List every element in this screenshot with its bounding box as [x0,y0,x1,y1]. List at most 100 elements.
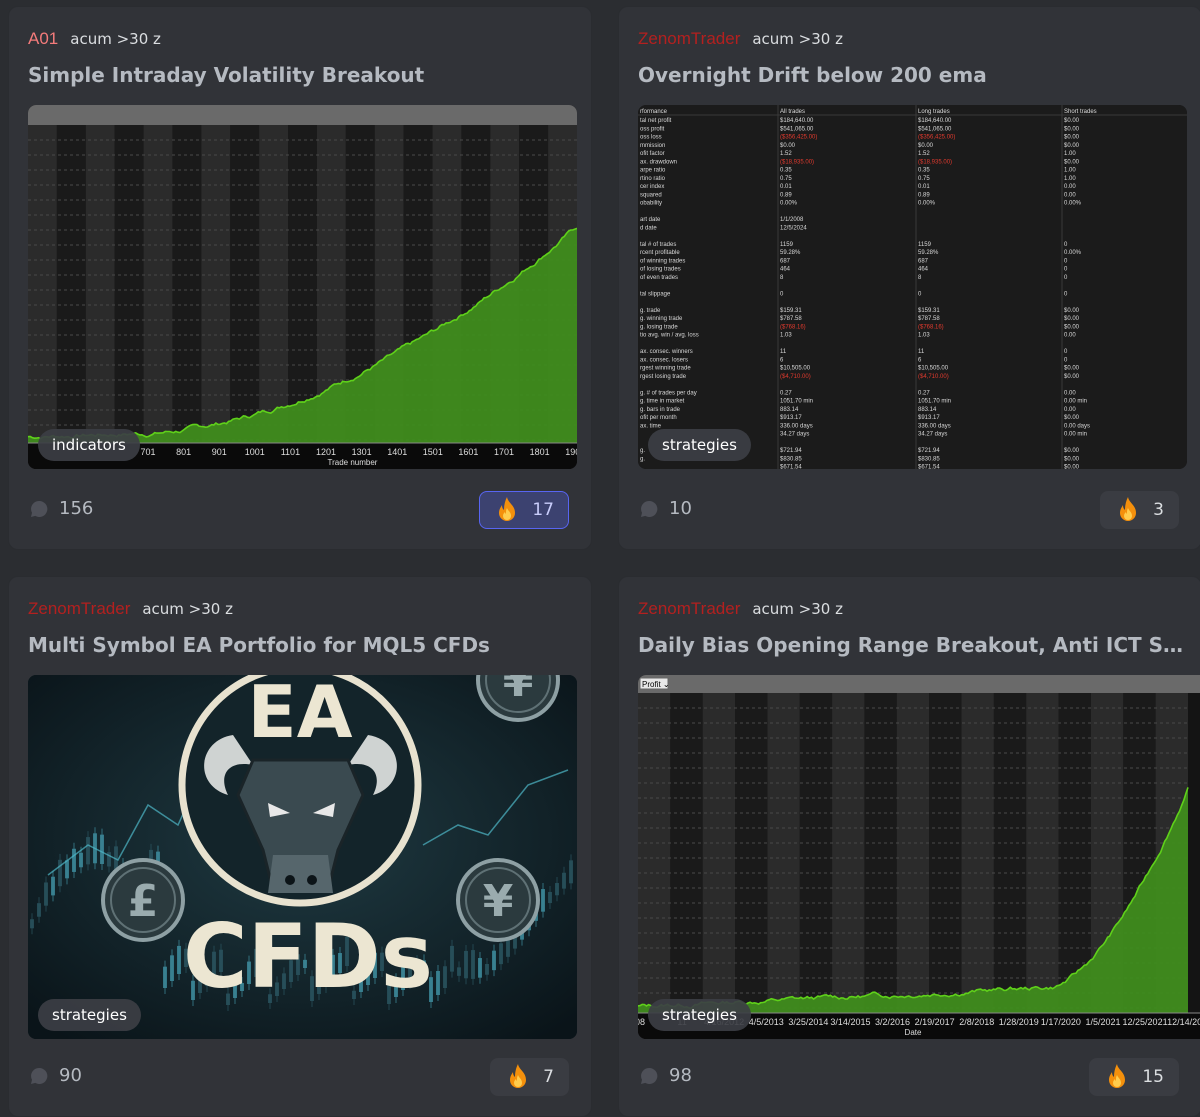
table-cell: 0.00% [1064,201,1082,207]
table-cell: ax. drawdown [640,159,677,165]
fire-reaction-button[interactable]: 15 [1089,1058,1179,1096]
comment-count[interactable]: 98 [639,1065,692,1086]
table-cell: 34.27 days [918,432,947,438]
table-cell: 0.35 [780,168,792,174]
post-card[interactable]: ZenomTrader acum >30 z Daily Bias Openin… [618,576,1200,1117]
table-cell: 0.00 [1064,407,1076,413]
table-cell: $0.00 [1064,448,1080,454]
table-cell: rgest winning trade [640,366,691,372]
table-cell: art date [640,217,661,223]
ea-cfds-poster-image: £ ¥ ¥ EA CFDs [28,675,577,1039]
table-header: Long trades [918,109,950,115]
table-cell: 0 [1064,275,1068,281]
post-author[interactable]: ZenomTrader [638,29,741,48]
table-cell: 1159 [780,242,794,248]
post-tag[interactable]: strategies [38,999,141,1031]
x-tick-label: 1/17/2020 [1041,1017,1081,1027]
table-cell: 0.00 [1064,333,1076,339]
table-cell: rgest losing trade [640,374,687,380]
x-tick-label: 1501 [423,447,443,457]
reaction-count: 15 [1142,1067,1164,1087]
table-header: Short trades [1064,109,1097,115]
table-cell: oss profit [640,126,665,132]
post-thumbnail[interactable]: 08114/16/20124/5/20133/25/20143/14/20153… [638,675,1200,1039]
post-thumbnail[interactable]: rformance All trades Long trades Short trad… [638,105,1187,469]
post-thumbnail[interactable]: 701 801 901 1001 1101 1201 1301 1401 1501 1601 170… [28,105,577,469]
post-author[interactable]: ZenomTrader [28,599,131,618]
post-meta: ZenomTrader acum >30 z [638,29,843,49]
post-card[interactable]: ZenomTrader acum >30 z Multi Symbol EA P… [8,576,592,1117]
table-cell: ($768.16) [780,324,806,330]
table-cell: 59.28% [918,250,939,256]
post-tag[interactable]: strategies [648,429,751,461]
post-tag[interactable]: strategies [648,999,751,1031]
table-cell: tio avg. win / avg. loss [640,333,699,339]
table-cell: $0.00 [1064,118,1080,124]
fire-reaction-button[interactable]: 7 [490,1058,569,1096]
table-cell: 0 [918,291,922,297]
table-cell: 1.00 [1064,151,1076,157]
table-cell: $0.00 [1064,324,1080,330]
post-title[interactable]: Multi Symbol EA Portfolio for MQL5 CFDs [28,633,490,657]
comment-bubble-icon [641,1067,658,1084]
post-thumbnail[interactable]: £ ¥ ¥ EA CFDs strategies [28,675,577,1039]
comment-count[interactable]: 10 [639,498,692,519]
fire-icon [499,497,516,521]
poster-top-text: EA [248,675,353,754]
reaction-count: 17 [532,500,554,520]
table-cell: tal slippage [640,291,671,297]
table-cell: ofit factor [640,151,665,157]
comment-count[interactable]: 90 [29,1065,82,1086]
table-cell: squared [640,192,662,198]
fire-reaction-button[interactable]: 3 [1100,491,1179,529]
x-tick-label: 1/28/2019 [999,1017,1039,1027]
comment-count-value: 98 [669,1065,692,1086]
table-cell: $787.58 [918,316,940,322]
x-tick-label: 1101 [281,447,300,457]
post-title[interactable]: Simple Intraday Volatility Breakout [28,63,425,87]
post-time: acum >30 z [752,600,843,618]
table-cell: 0.00 min [1064,399,1087,405]
table-cell: 464 [918,267,929,273]
x-tick-label: 1201 [316,447,336,457]
table-cell: 8 [918,275,922,281]
table-cell: 0.00 [1064,390,1076,396]
x-tick-label: 701 [140,447,155,457]
table-cell: $913.17 [780,415,802,421]
post-card[interactable]: ZenomTrader acum >30 z Overnight Drift b… [618,6,1200,550]
table-cell: $184,640.00 [918,118,952,124]
table-cell: 883.14 [780,407,799,413]
table-cell: $159.31 [780,308,802,314]
comment-count-value: 90 [59,1065,82,1086]
x-tick-label: 2/19/2017 [915,1017,955,1027]
post-title[interactable]: Daily Bias Opening Range Breakout, Anti … [638,633,1186,657]
post-tag[interactable]: indicators [38,429,140,461]
chart-dropdown: Profit ⌄ [642,680,670,689]
currency-coin: ¥ [503,675,534,707]
table-cell: $913.17 [918,415,940,421]
post-author[interactable]: ZenomTrader [638,599,741,618]
fire-icon [510,1064,527,1088]
table-cell: $184,640.00 [780,118,814,124]
fire-reaction-button[interactable]: 17 [479,491,569,529]
table-cell: of losing trades [640,267,681,273]
table-cell: rtino ratio [640,176,666,182]
table-cell: 6 [918,357,922,363]
reaction-count: 3 [1153,500,1164,520]
post-card[interactable]: A01 acum >30 z Simple Intraday Volatilit… [8,6,592,550]
comment-count[interactable]: 156 [29,498,93,519]
x-tick-label: 1601 [458,447,478,457]
table-cell: $0.00 [1064,456,1080,462]
table-cell: 59.28% [780,250,801,256]
table-cell: $0.00 [1064,143,1080,149]
bull-emblem [204,735,397,893]
x-tick-label: 4/5/2013 [749,1017,784,1027]
post-title[interactable]: Overnight Drift below 200 ema [638,63,987,87]
post-meta: ZenomTrader acum >30 z [28,599,233,619]
equity-chart-image: 08114/16/20124/5/20133/25/20143/14/20153… [638,675,1200,1039]
post-author[interactable]: A01 [28,29,59,48]
table-cell: 0.27 [780,390,792,396]
table-cell: $830.85 [780,456,802,462]
table-cell: 0.89 [780,192,792,198]
table-cell: tal # of trades [640,242,676,248]
